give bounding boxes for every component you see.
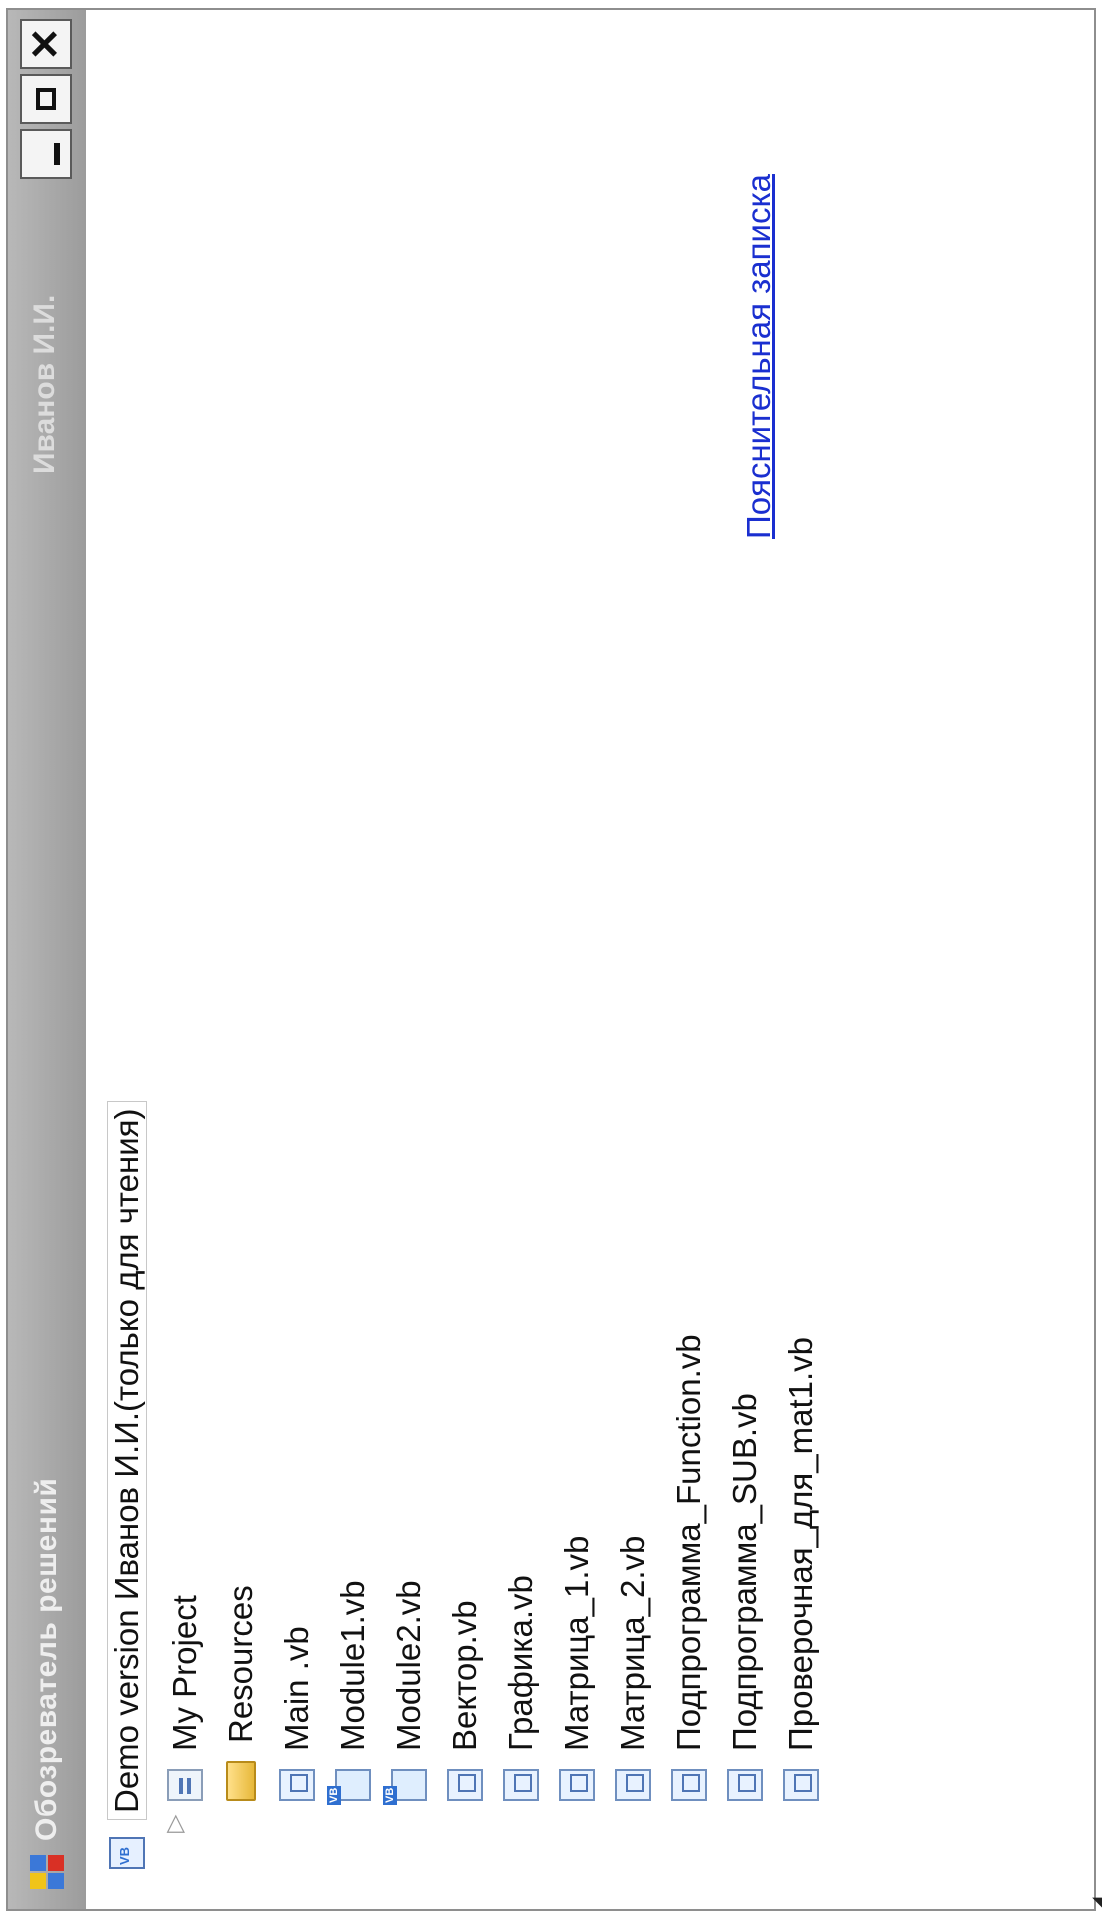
- tree-item-label: Module1.vb: [334, 1580, 371, 1751]
- tree-item-module1[interactable]: Module1.vb: [326, 1580, 380, 1801]
- window-user-name: Иванов И.И.: [28, 294, 61, 474]
- close-icon: ✕: [24, 27, 68, 61]
- tree-item-podprogramma-sub[interactable]: Подпрограмма_SUB.vb: [718, 1393, 772, 1801]
- vb-solution-icon: [109, 1837, 145, 1869]
- maximize-button[interactable]: [20, 74, 72, 124]
- tree-root-label: Demo version Иванов И.И.(только для чтен…: [107, 1083, 147, 1838]
- tree-item-proverochnaya[interactable]: Проверочная_для_mat1.vb: [774, 1337, 828, 1801]
- tree-item-resources[interactable]: Resources: [214, 1585, 268, 1801]
- vb-form-icon: [615, 1769, 651, 1801]
- resize-grip-icon: ◢: [1086, 1898, 1102, 1913]
- solution-explorer-icon: [30, 1855, 64, 1889]
- tree-item-main-vb[interactable]: Main .vb: [270, 1626, 324, 1801]
- vb-form-icon: [783, 1769, 819, 1801]
- folder-icon: [226, 1761, 256, 1801]
- vb-form-icon: [279, 1769, 315, 1801]
- tree-item-label: Module2.vb: [390, 1580, 427, 1751]
- tree-item-label: Матрица_1.vb: [558, 1535, 595, 1751]
- tree-item-label: Main .vb: [278, 1626, 315, 1751]
- tree-item-grafika[interactable]: Графика.vb: [494, 1575, 548, 1801]
- vb-form-icon: [559, 1769, 595, 1801]
- title-bar[interactable]: Обозреватель решений Иванов И.И. ✕: [8, 10, 86, 1909]
- tree-item-label: Матрица_2.vb: [614, 1535, 651, 1751]
- tree-item-my-project[interactable]: My Project: [158, 1595, 212, 1801]
- solution-explorer-window: Обозреватель решений Иванов И.И. ✕ Demo …: [6, 8, 1102, 1913]
- tree-item-label: Подпрограмма_SUB.vb: [726, 1393, 763, 1751]
- tree-item-vektor[interactable]: Вектор.vb: [438, 1600, 492, 1801]
- tree-item-label: Подпрограмма_Function.vb: [670, 1334, 707, 1751]
- vb-form-icon: [727, 1769, 763, 1801]
- maximize-icon: [36, 88, 56, 110]
- explanatory-note-link[interactable]: Пояснительная записка: [740, 174, 777, 539]
- window-title: Обозреватель решений: [30, 1477, 63, 1841]
- vb-form-icon: [503, 1769, 539, 1801]
- collapse-arrow-icon[interactable]: ▷: [161, 1814, 188, 1833]
- minimize-icon: [54, 143, 60, 165]
- vb-module-icon: [335, 1769, 371, 1801]
- vb-module-icon: [391, 1769, 427, 1801]
- vb-form-icon: [447, 1769, 483, 1801]
- tree-root-solution[interactable]: Demo version Иванов И.И.(только для чтен…: [100, 1083, 154, 1869]
- vb-form-icon: [671, 1769, 707, 1801]
- tree-item-label: Resources: [222, 1585, 259, 1743]
- tree-item-podprogramma-function[interactable]: Подпрограмма_Function.vb: [662, 1334, 716, 1801]
- tree-item-matrica-1[interactable]: Матрица_1.vb: [550, 1536, 604, 1801]
- tree-item-label: Вектор.vb: [446, 1600, 483, 1751]
- tree-item-label: Проверочная_для_mat1.vb: [782, 1336, 819, 1751]
- tree-item-label: Графика.vb: [502, 1575, 539, 1751]
- project-icon: [167, 1769, 203, 1801]
- tree-item-matrica-2[interactable]: Матрица_2.vb: [606, 1536, 660, 1801]
- minimize-button[interactable]: [20, 129, 72, 179]
- tree-item-label: My Project: [166, 1595, 203, 1751]
- close-button[interactable]: ✕: [20, 19, 72, 69]
- tree-item-module2[interactable]: Module2.vb: [382, 1580, 436, 1801]
